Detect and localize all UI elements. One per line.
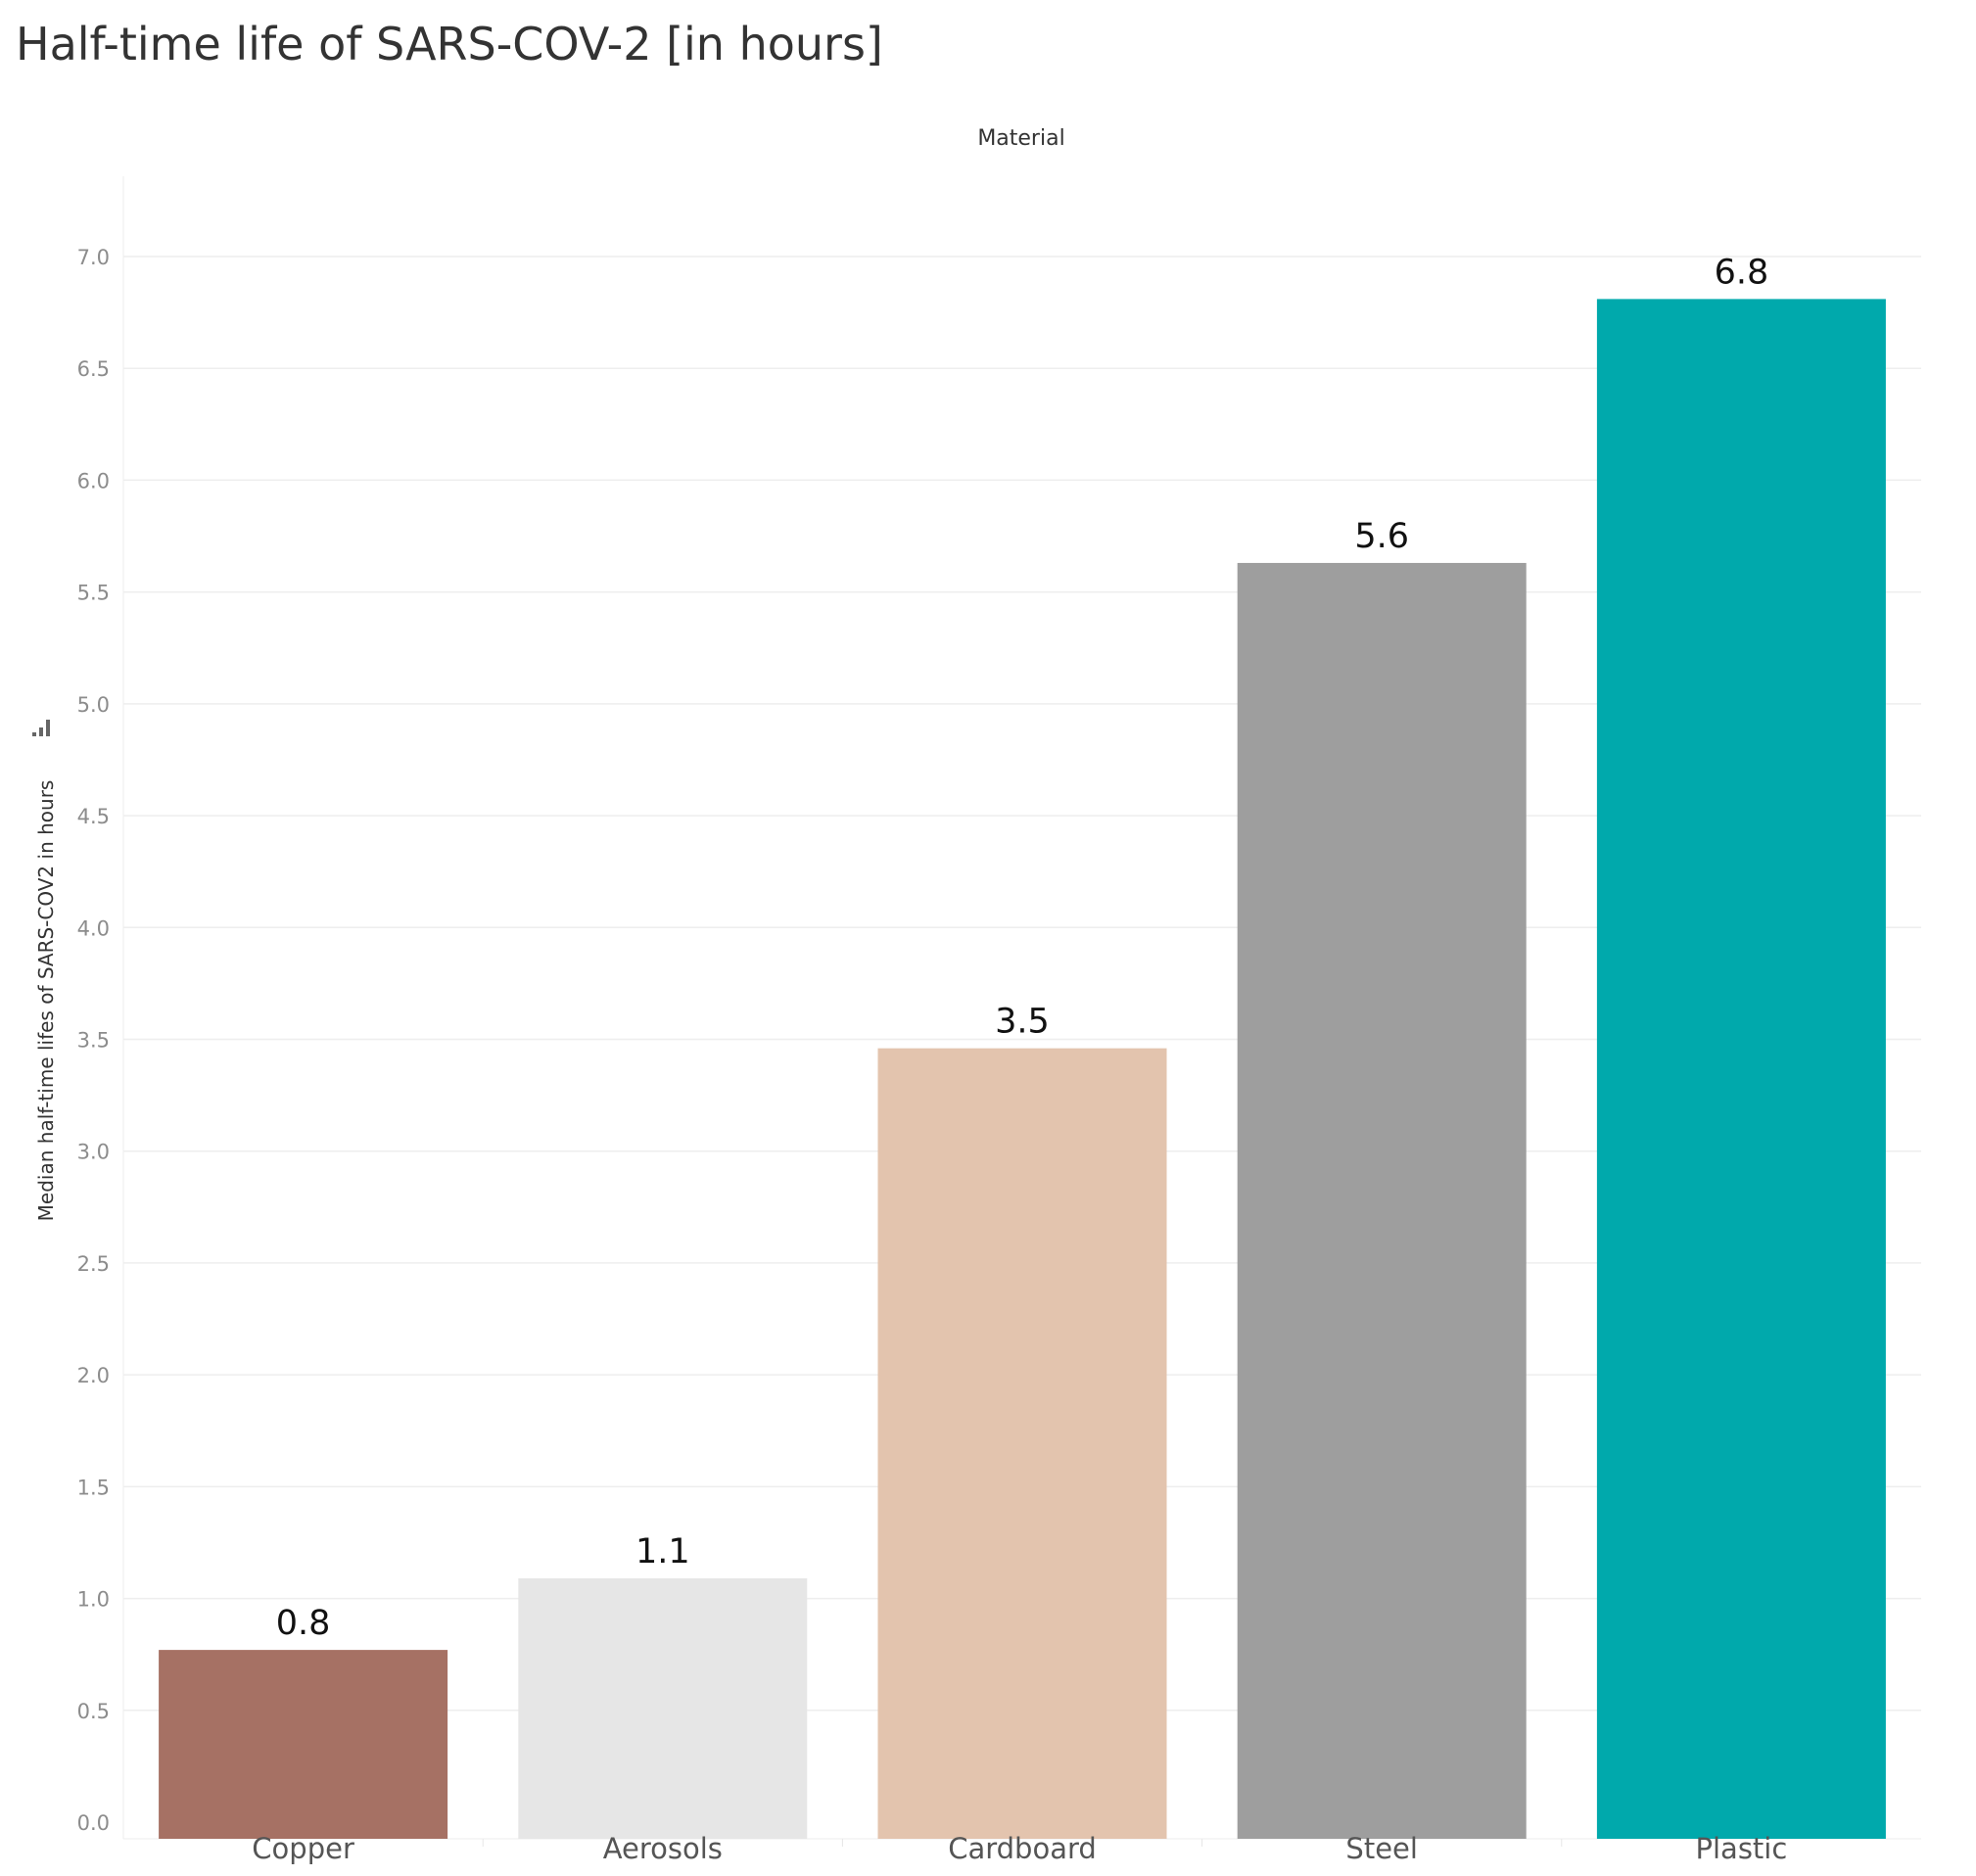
bar-steel[interactable] (1237, 562, 1527, 1839)
y-axis-title: Median half-time lifes of SARS-COV2 in h… (34, 780, 58, 1222)
labels: 0.8 Copper 1.1 Aerosols 3.5 Cardboard 5.6 Steel… (252, 253, 1787, 1865)
bar-cardboard[interactable] (877, 1048, 1167, 1839)
bars (159, 299, 1886, 1840)
y-tick-label: 1.0 (77, 1588, 110, 1612)
value-label: 5.6 (1354, 517, 1409, 556)
y-tick-label: 4.0 (77, 916, 110, 940)
category-label: Aerosols (603, 1832, 723, 1865)
y-tick-label: 5.0 (77, 693, 110, 717)
y-tick-label: 2.5 (77, 1252, 110, 1276)
value-label: 6.8 (1715, 253, 1769, 292)
y-tick-label: 0.5 (77, 1700, 110, 1723)
y-tick-label: 5.5 (77, 582, 110, 605)
y-tick-label: 4.5 (77, 805, 110, 828)
bar-plastic[interactable] (1596, 299, 1886, 1840)
value-label: 0.8 (276, 1604, 331, 1643)
y-tick-label: 2.0 (77, 1364, 110, 1387)
y-axis-title-group: Median half-time lifes of SARS-COV2 in h… (34, 780, 58, 1222)
y-tick-label: 3.5 (77, 1029, 110, 1053)
category-label: Steel (1345, 1832, 1418, 1865)
category-label: Cardboard (948, 1832, 1097, 1865)
value-label: 3.5 (995, 1003, 1050, 1042)
bar-copper[interactable] (159, 1650, 448, 1839)
y-tick-label: 0.0 (77, 1811, 110, 1835)
bar-aerosols[interactable] (518, 1578, 808, 1839)
column-header: Material (977, 126, 1064, 151)
y-tick-label: 6.0 (77, 469, 110, 492)
chart-title: Half-time life of SARS-COV-2 [in hours] (16, 18, 883, 70)
y-tick-label: 3.0 (77, 1141, 110, 1164)
y-tick-label: 6.5 (77, 357, 110, 381)
value-label: 1.1 (635, 1532, 690, 1571)
category-label: Plastic (1696, 1832, 1788, 1865)
y-tick-label: 7.0 (77, 246, 110, 269)
category-label: Copper (252, 1832, 354, 1865)
y-axis: 0.0 0.5 1.0 1.5 2.0 2.5 3.0 3.5 4.0 4.5 5.0 5.5 6.0 6… (77, 246, 110, 1835)
sort-icon[interactable] (32, 720, 50, 736)
y-tick-label: 1.5 (77, 1476, 110, 1499)
